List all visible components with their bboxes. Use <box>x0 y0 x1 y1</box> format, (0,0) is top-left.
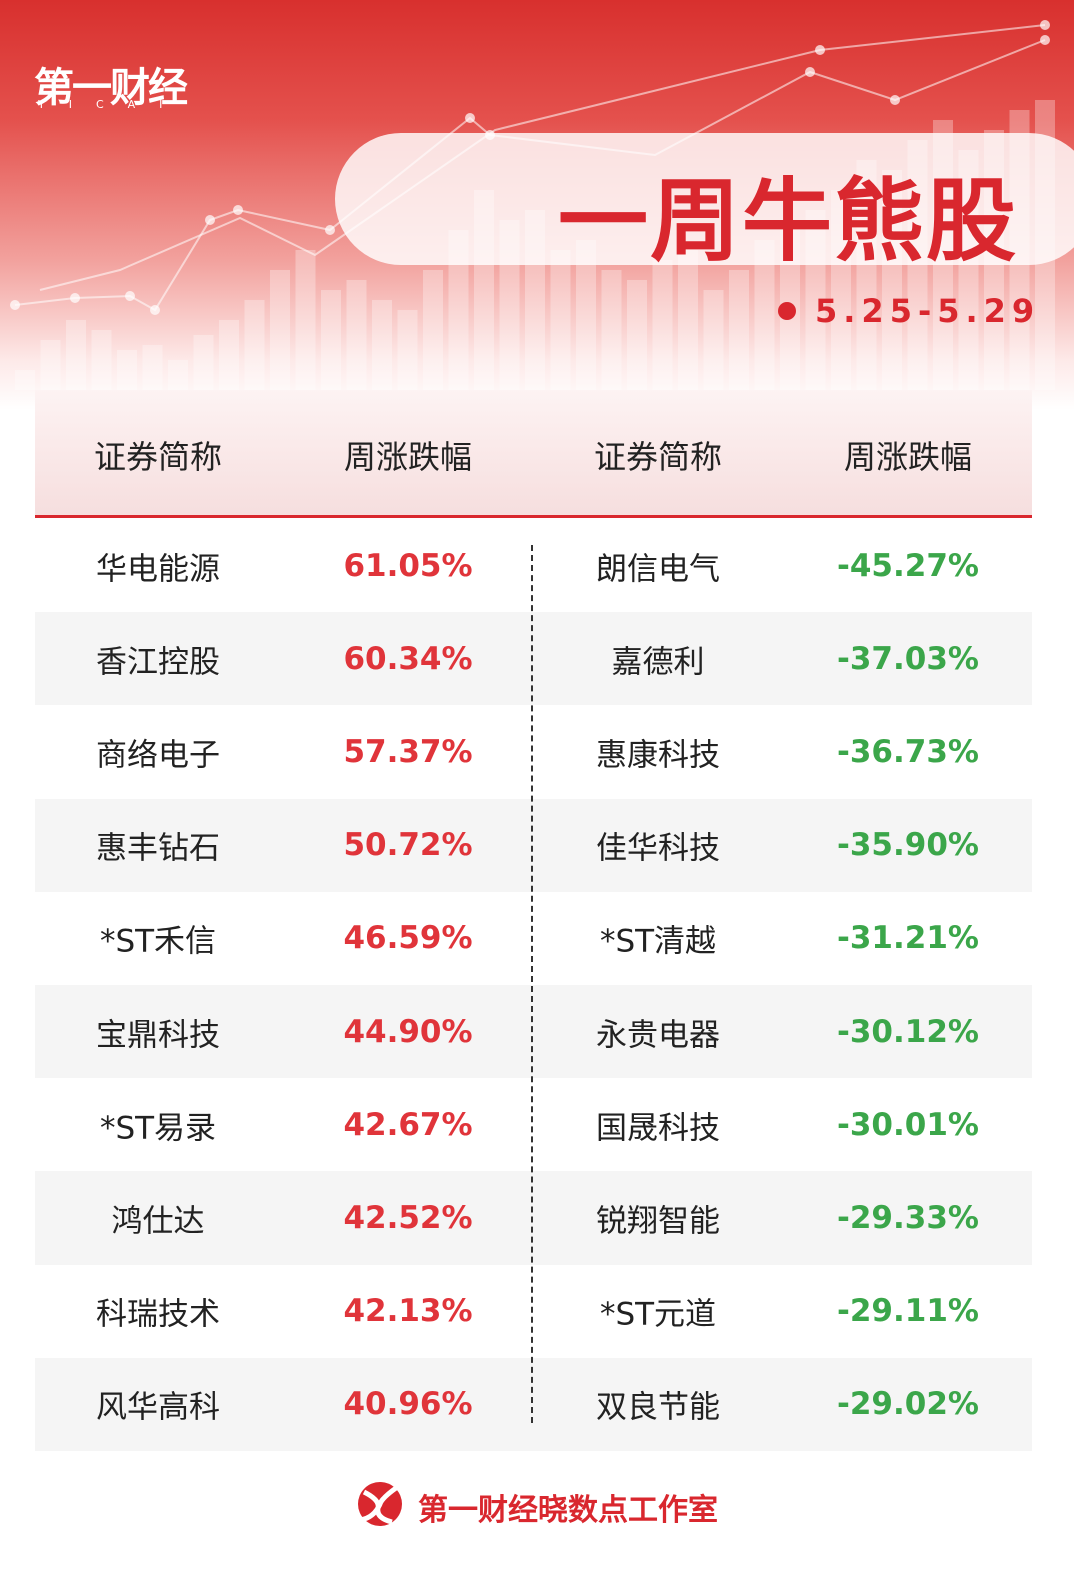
change-cell: 60.34% <box>343 640 473 677</box>
name-cell: *ST易录 <box>99 1110 217 1147</box>
logo: 第一财经 <box>34 65 188 111</box>
name-cell: 国晟科技 <box>596 1110 720 1147</box>
name-cell: *ST元道 <box>599 1296 717 1333</box>
change-cell: 61.05% <box>343 547 473 584</box>
change-cell: -30.12% <box>837 1013 979 1050</box>
logo-sub: YICAI <box>38 98 187 111</box>
change-cell: 40.96% <box>343 1386 473 1423</box>
deco-bar <box>15 370 35 390</box>
name-cell: 惠丰钻石 <box>96 830 220 867</box>
deco-bar <box>678 250 698 390</box>
column-header: 周涨跌幅 <box>343 438 472 476</box>
change-cell: 46.59% <box>343 920 473 957</box>
name-cell: 风华高科 <box>96 1389 220 1426</box>
change-cell: 44.90% <box>343 1013 473 1050</box>
change-cell: 42.13% <box>343 1293 473 1330</box>
row-background <box>35 1171 1032 1265</box>
header-rule <box>35 515 1032 518</box>
deco-bar <box>295 250 316 390</box>
deco-bar <box>550 250 571 390</box>
deco-bar <box>321 290 341 390</box>
deco-bar <box>346 280 367 390</box>
deco-bar <box>372 300 392 390</box>
deco-bar <box>244 300 265 390</box>
deco-bar <box>601 270 622 390</box>
deco-bar <box>703 290 724 390</box>
change-cell: -35.90% <box>837 827 979 864</box>
deco-bar <box>66 320 86 390</box>
deco-bar <box>627 280 647 390</box>
name-cell: 香江控股 <box>96 644 220 681</box>
footer-text: 第一财经晓数点工作室 <box>418 1493 718 1528</box>
deco-bar <box>193 335 214 390</box>
title-pill <box>335 133 1074 265</box>
deco-bar <box>168 360 188 390</box>
deco-bar <box>729 270 749 390</box>
row-background <box>35 1357 1032 1451</box>
change-cell: -29.33% <box>837 1200 979 1236</box>
change-cell: 50.72% <box>343 827 473 864</box>
name-cell: 朗信电气 <box>596 551 720 588</box>
change-cell: -31.21% <box>837 920 979 957</box>
change-cell: 42.67% <box>343 1106 473 1143</box>
name-cell: 佳华科技 <box>596 830 720 867</box>
footer-icon <box>358 1482 402 1526</box>
change-cell: -30.01% <box>837 1106 979 1143</box>
deco-bar <box>423 270 443 390</box>
name-cell: 商络电子 <box>96 737 220 774</box>
deco-bar <box>270 270 290 390</box>
deco-bar <box>448 230 469 390</box>
name-cell: *ST清越 <box>599 923 717 960</box>
change-cell: 42.52% <box>343 1200 473 1236</box>
title: 一周牛熊股 <box>558 169 1018 274</box>
name-cell: 锐翔智能 <box>596 1203 720 1240</box>
row-background <box>35 985 1032 1079</box>
column-header: 周涨跌幅 <box>843 438 972 476</box>
deco-bar <box>652 260 673 390</box>
change-cell: 57.37% <box>343 734 473 770</box>
name-cell: 惠康科技 <box>596 737 720 774</box>
name-cell: 嘉德利 <box>611 644 705 681</box>
deco-bar <box>40 340 61 390</box>
deco-bar <box>397 310 418 390</box>
deco-bar <box>142 345 163 390</box>
change-cell: -37.03% <box>837 640 979 677</box>
deco-bar <box>91 330 112 390</box>
table-header <box>35 390 1032 516</box>
row-background <box>35 798 1032 892</box>
divider <box>531 545 533 1423</box>
row-background <box>35 612 1032 706</box>
deco-bar <box>219 320 239 390</box>
name-cell: *ST禾信 <box>99 923 217 960</box>
deco-bar <box>576 240 596 390</box>
name-cell: 永贵电器 <box>596 1017 720 1054</box>
name-cell: 鸿仕达 <box>111 1203 205 1240</box>
change-cell: -45.27% <box>837 547 979 584</box>
change-cell: -29.02% <box>837 1386 979 1423</box>
name-cell: 宝鼎科技 <box>96 1017 220 1054</box>
column-header: 证券简称 <box>593 438 722 476</box>
name-cell: 华电能源 <box>96 551 220 588</box>
column-header: 证券简称 <box>93 438 222 476</box>
date-dot <box>778 302 796 320</box>
name-cell: 双良节能 <box>596 1389 720 1426</box>
deco-bar <box>117 350 137 390</box>
deco-bar <box>754 240 775 390</box>
date: 5.25-5.29 <box>815 292 1041 330</box>
name-cell: 科瑞技术 <box>96 1296 220 1333</box>
change-cell: -29.11% <box>837 1293 979 1330</box>
change-cell: -36.73% <box>837 734 979 770</box>
